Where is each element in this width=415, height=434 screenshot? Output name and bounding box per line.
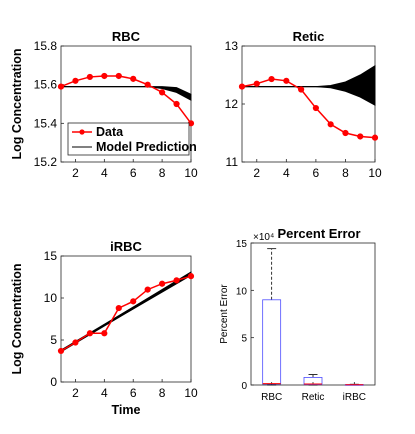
x-tick-label: 4: [101, 386, 108, 400]
exponent-label: ×10⁴: [253, 232, 274, 243]
subplot-2: Retic 11 12 13 2 4 6 8 10: [225, 29, 382, 180]
subplot-1: RBC 15.2 15.4 15.6 15.8 Log Concentration 2 4 6 8…: [10, 29, 198, 180]
y-tick-label: 10: [44, 291, 58, 305]
x-tick-label: 8: [342, 166, 349, 180]
data-point: [283, 77, 290, 84]
data-point: [342, 129, 349, 137]
y-tick-label: 13: [225, 39, 239, 53]
series-line-model-prediction: [61, 85, 192, 99]
chart-title: RBC: [112, 29, 141, 44]
x-tick-label: RBC: [261, 392, 282, 403]
data-point: [357, 133, 364, 140]
x-tick-label: 6: [313, 166, 320, 180]
x-tick-label: 4: [101, 166, 108, 180]
box-irbc: [344, 383, 364, 386]
x-tick-label: Retic: [302, 392, 325, 403]
data-point: [327, 121, 334, 128]
data-point: [268, 75, 275, 83]
y-tick-label: 12: [225, 97, 239, 111]
data-point: [130, 298, 137, 305]
x-tick-label: 10: [184, 386, 198, 400]
y-tick-label: 11: [226, 155, 239, 169]
data-point: [101, 72, 108, 80]
data-point: [57, 347, 65, 355]
chart-title: Percent Error: [277, 226, 360, 241]
y-tick-label: 15.2: [34, 155, 58, 169]
x-tick-label: 2: [253, 166, 260, 180]
y-tick-label: 5: [50, 333, 57, 347]
x-tick-label: 8: [159, 166, 166, 180]
data-point: [86, 330, 93, 337]
x-axis-label: Time: [112, 403, 141, 417]
data-point: [298, 86, 305, 93]
data-point: [173, 100, 180, 108]
data-point: [159, 280, 166, 287]
x-tick-label: 2: [72, 166, 79, 180]
data-point: [253, 80, 260, 87]
data-point: [371, 134, 379, 141]
series-line-data: [60, 275, 192, 352]
plot-area: [60, 255, 192, 383]
plot-area: [250, 242, 376, 386]
data-point: [144, 81, 151, 88]
chart-title: Retic: [293, 29, 325, 44]
data-point: [130, 75, 137, 82]
data-point: [238, 83, 246, 90]
y-tick-label: 15.8: [34, 39, 58, 53]
series-line-data: [60, 75, 192, 124]
data-point: [72, 339, 79, 346]
plot-area: [241, 45, 376, 163]
x-tick-label: 10: [184, 166, 198, 180]
x-tick-label: 4: [283, 166, 290, 180]
data-point: [115, 72, 122, 80]
data-point: [115, 304, 122, 312]
x-tick-label: 2: [72, 386, 79, 400]
x-tick-label: 10: [368, 166, 382, 180]
legend-label-data: Data: [96, 125, 124, 139]
y-tick-label: 5: [241, 334, 247, 345]
data-point: [57, 83, 65, 90]
y-tick-label: 15.6: [34, 78, 58, 92]
y-axis-label: Log Concentration: [10, 263, 24, 374]
data-point: [86, 73, 93, 81]
data-point: [159, 89, 166, 96]
y-axis-label: Log Concentration: [10, 48, 24, 159]
box-retic: [303, 374, 323, 386]
y-axis-label: Percent Error: [219, 284, 230, 344]
data-point: [312, 104, 319, 112]
y-tick-label: 15: [44, 249, 58, 263]
y-tick-label: 15.4: [34, 116, 58, 130]
legend-box: [67, 122, 190, 156]
legend-label-model: Model Prediction: [96, 140, 197, 154]
box-rbc: [262, 248, 282, 386]
x-tick-label: 8: [159, 386, 166, 400]
series-line-data: [241, 78, 376, 139]
x-tick-label: iRBC: [343, 392, 366, 403]
data-point: [101, 330, 108, 337]
chart-title: iRBC: [110, 239, 142, 254]
x-tick-label: 6: [130, 166, 137, 180]
legend-marker-data: [79, 129, 85, 135]
data-point: [187, 273, 195, 280]
y-tick-label: 15: [236, 239, 248, 250]
x-tick-label: 6: [130, 386, 137, 400]
data-point: [144, 286, 151, 293]
data-point: [72, 77, 79, 84]
y-tick-label: 0: [50, 375, 57, 389]
y-tick-label: 10: [236, 286, 248, 297]
subplot-3: iRBC 0 5 10 15 Log Concentration 2 4 6 8 10 Time: [10, 239, 198, 417]
y-tick-label: 0: [241, 381, 247, 392]
data-point: [173, 277, 180, 284]
